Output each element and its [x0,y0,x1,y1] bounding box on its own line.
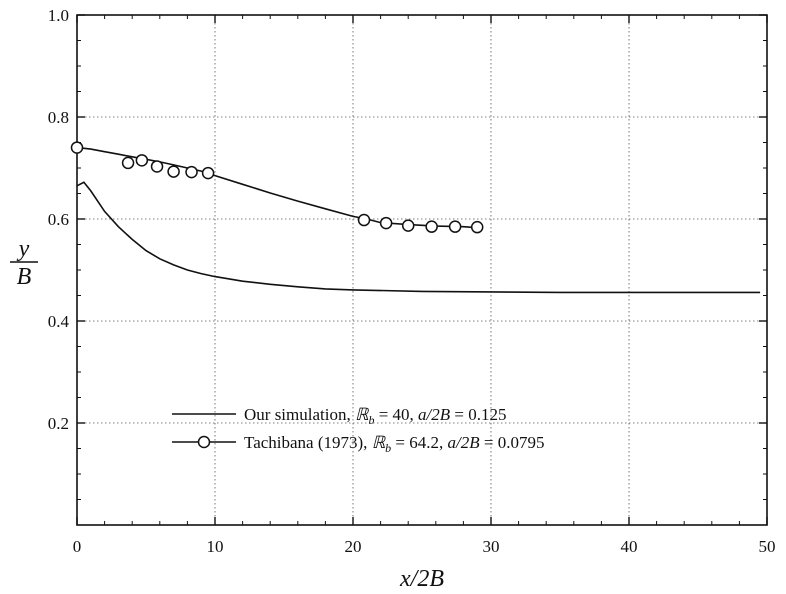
legend-marker-tachibana [197,435,211,449]
data-point [121,156,135,170]
data-point [470,220,484,234]
data-point [135,154,149,167]
legend: Our simulation, ℝb = 40, a/2B = 0.125 Ta… [172,405,544,455]
grid-lines [77,15,767,525]
data-point [401,219,415,232]
data-point [425,220,438,233]
x-tick-label: 50 [759,537,776,556]
y-tick-label: 0.4 [48,312,70,331]
x-tick-label: 20 [345,537,362,556]
y-axis-label-denominator: B [17,264,32,290]
data-point [167,165,180,178]
series-line-0 [76,181,761,294]
data-point [150,160,164,173]
y-tick-label: 1.0 [48,6,69,25]
data-point [70,141,84,154]
axis-ticks [76,14,768,525]
x-tick-label: 10 [207,537,224,556]
data-point [357,213,371,227]
tick-labels: 0 10 20 30 40 50 0.2 0.4 0.6 0.8 1.0 [48,6,776,556]
data-point [379,216,393,230]
y-axis-label: y B [10,236,38,290]
x-axis-label: x/2B [399,566,444,592]
series-layer [70,141,761,294]
x-tick-label: 0 [73,537,82,556]
y-tick-label: 0.2 [48,414,69,433]
x-tick-label: 40 [621,537,638,556]
y-axis-label-numerator: y [17,236,30,262]
y-tick-label: 0.8 [48,108,69,127]
legend-label-simulation: Our simulation, ℝb = 40, a/2B = 0.125 [244,405,506,427]
series-line-1 [76,146,478,229]
legend-label-tachibana: Tachibana (1973), ℝb = 64.2, a/2B = 0.07… [244,433,544,455]
data-point [185,165,198,179]
x-tick-label: 30 [483,537,500,556]
y-tick-label: 0.6 [48,210,69,229]
data-point [201,166,215,180]
data-point [448,220,462,233]
